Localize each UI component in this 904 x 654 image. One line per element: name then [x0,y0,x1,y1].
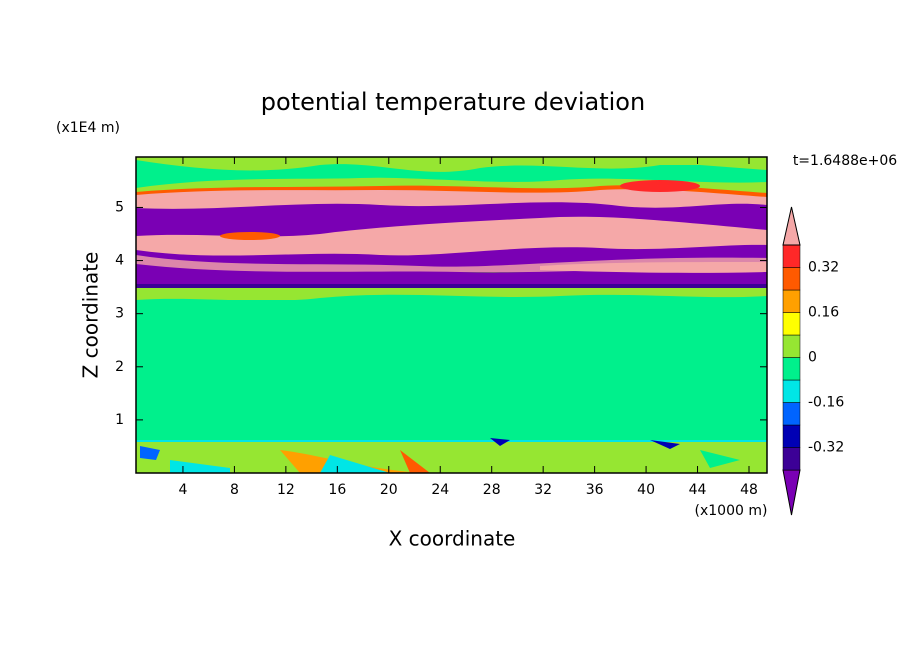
colorbar-segment [782,334,801,358]
colorbar-segment [782,402,801,426]
colorbar-segment [782,312,801,336]
colorbar-below [782,469,801,516]
x-tick-label: 28 [483,482,501,498]
y-tick-label: 1 [115,412,124,428]
x-tick-label: 40 [637,482,655,498]
colorbar-label: -0.16 [808,395,844,411]
colorbar-above [782,206,801,246]
x-tick-label: 48 [740,482,758,498]
colorbar-label: 0 [808,350,817,366]
x-tick-label: 36 [586,482,604,498]
colorbar-label: 0.32 [808,260,839,276]
y-tick-label: 5 [115,199,124,215]
colorbar-segment [782,244,801,268]
colorbar-segment [782,357,801,381]
x-tick-label: 20 [380,482,398,498]
colorbar-segment [782,379,801,403]
colorbar-segment [782,447,801,471]
y-unit: (x1E4 m) [56,120,120,136]
x-tick-label: 4 [178,482,187,498]
y-tick-label: 3 [115,306,124,322]
x-unit: (x1000 m) [695,503,768,519]
x-tick-label: 16 [328,482,346,498]
x-tick-label: 24 [431,482,449,498]
plot-frame [135,156,768,474]
y-axis-label: Z coordinate [79,252,103,379]
time-annotation: t=1.6488e+06 [793,153,897,169]
colorbar-label: -0.32 [808,440,844,456]
x-tick-label: 8 [230,482,239,498]
colorbar-label: 0.16 [808,305,839,321]
y-tick-label: 4 [115,253,124,269]
y-tick-label: 2 [115,359,124,375]
contour-field [136,157,767,473]
colorbar-segment [782,289,801,313]
colorbar-segment [782,267,801,291]
x-axis-label: X coordinate [389,527,516,551]
x-tick-label: 32 [534,482,552,498]
colorbar-segment [782,424,801,448]
x-tick-label: 44 [689,482,707,498]
chart-title: potential temperature deviation [261,88,645,116]
x-tick-label: 12 [277,482,295,498]
